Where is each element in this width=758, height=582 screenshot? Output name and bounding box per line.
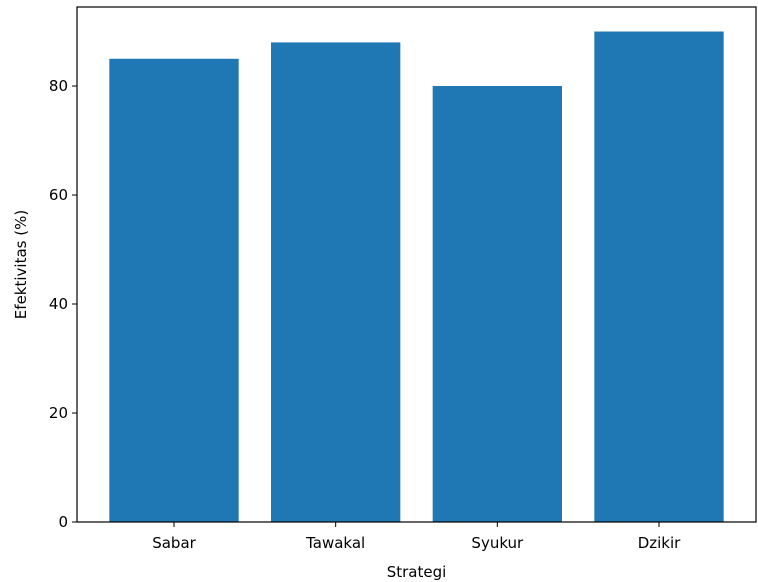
y-axis: 0 20 40 60 80: [49, 77, 77, 531]
x-tick-label: Sabar: [152, 534, 196, 552]
y-tick-label: 0: [58, 513, 68, 531]
bars-group: [109, 31, 724, 523]
bar-syukur: [432, 86, 562, 522]
x-tick-label: Tawakal: [305, 534, 365, 552]
y-axis-label: Efektivitas (%): [12, 210, 30, 319]
x-axis: Sabar Tawakal Syukur Dzikir: [152, 522, 681, 552]
bar-tawakal: [271, 42, 401, 522]
y-tick-label: 40: [49, 295, 68, 313]
bar-sabar: [109, 58, 239, 522]
y-tick-label: 80: [49, 77, 68, 95]
y-tick-label: 60: [49, 186, 68, 204]
x-tick-label: Dzikir: [638, 534, 681, 552]
plot-frame: [76, 6, 757, 523]
x-tick-label: Syukur: [471, 534, 524, 552]
x-axis-label: Strategi: [387, 563, 447, 581]
bar-dzikir: [594, 31, 724, 523]
y-tick-label: 20: [49, 404, 68, 422]
